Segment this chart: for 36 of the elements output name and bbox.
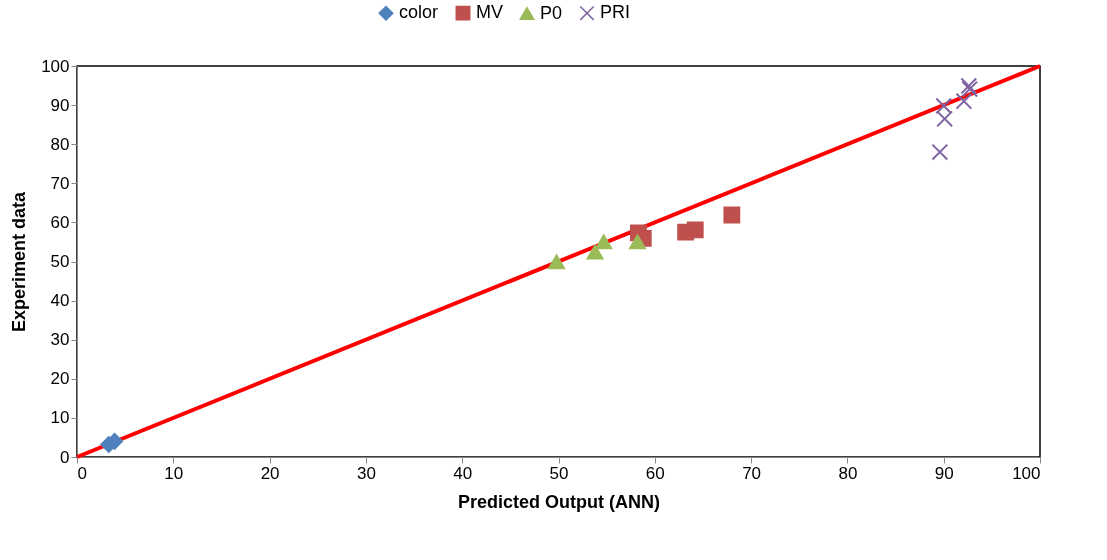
x-tick-label: 30 xyxy=(356,463,376,483)
x-tick-label: 0 xyxy=(77,463,87,483)
point xyxy=(586,244,604,260)
x-tick-label: 20 xyxy=(260,463,280,483)
legend-label: color xyxy=(399,2,439,23)
x-tick-label: 60 xyxy=(645,463,665,483)
point xyxy=(595,234,613,250)
x-tick-label: 40 xyxy=(453,463,473,483)
y-tick-label: 0 xyxy=(60,447,70,467)
y-tick-label: 60 xyxy=(50,212,70,232)
y-tick-label: 20 xyxy=(50,369,70,389)
y-tick-label: 30 xyxy=(50,330,70,350)
y-tick-label: 50 xyxy=(50,252,70,271)
x-tick-label: 100 xyxy=(1012,463,1041,483)
x-tick-label: 90 xyxy=(934,463,954,483)
x-tick-label: 50 xyxy=(549,463,569,483)
legend-label: P0 xyxy=(540,2,563,23)
y-tick-label: 40 xyxy=(50,291,70,311)
x-tick-label: 80 xyxy=(838,463,858,483)
y-tick-label: 80 xyxy=(50,134,70,154)
y-axis-title: Experiment data xyxy=(9,190,30,333)
point xyxy=(931,143,949,161)
point xyxy=(548,254,565,270)
point xyxy=(955,92,973,110)
y-tick-label: 70 xyxy=(50,173,70,193)
point xyxy=(686,221,704,239)
point xyxy=(723,206,741,224)
legend-label: MV xyxy=(476,2,503,23)
y-tick-label: 100 xyxy=(41,56,70,76)
x-tick-label: 10 xyxy=(164,463,184,483)
x-axis-title: Predicted Output (ANN) xyxy=(458,491,660,512)
x-tick-label: 70 xyxy=(742,463,762,483)
point xyxy=(629,234,646,250)
y-tick-label: 90 xyxy=(50,95,70,115)
y-tick-label: 10 xyxy=(50,408,70,428)
legend-label: PRI xyxy=(600,2,631,23)
